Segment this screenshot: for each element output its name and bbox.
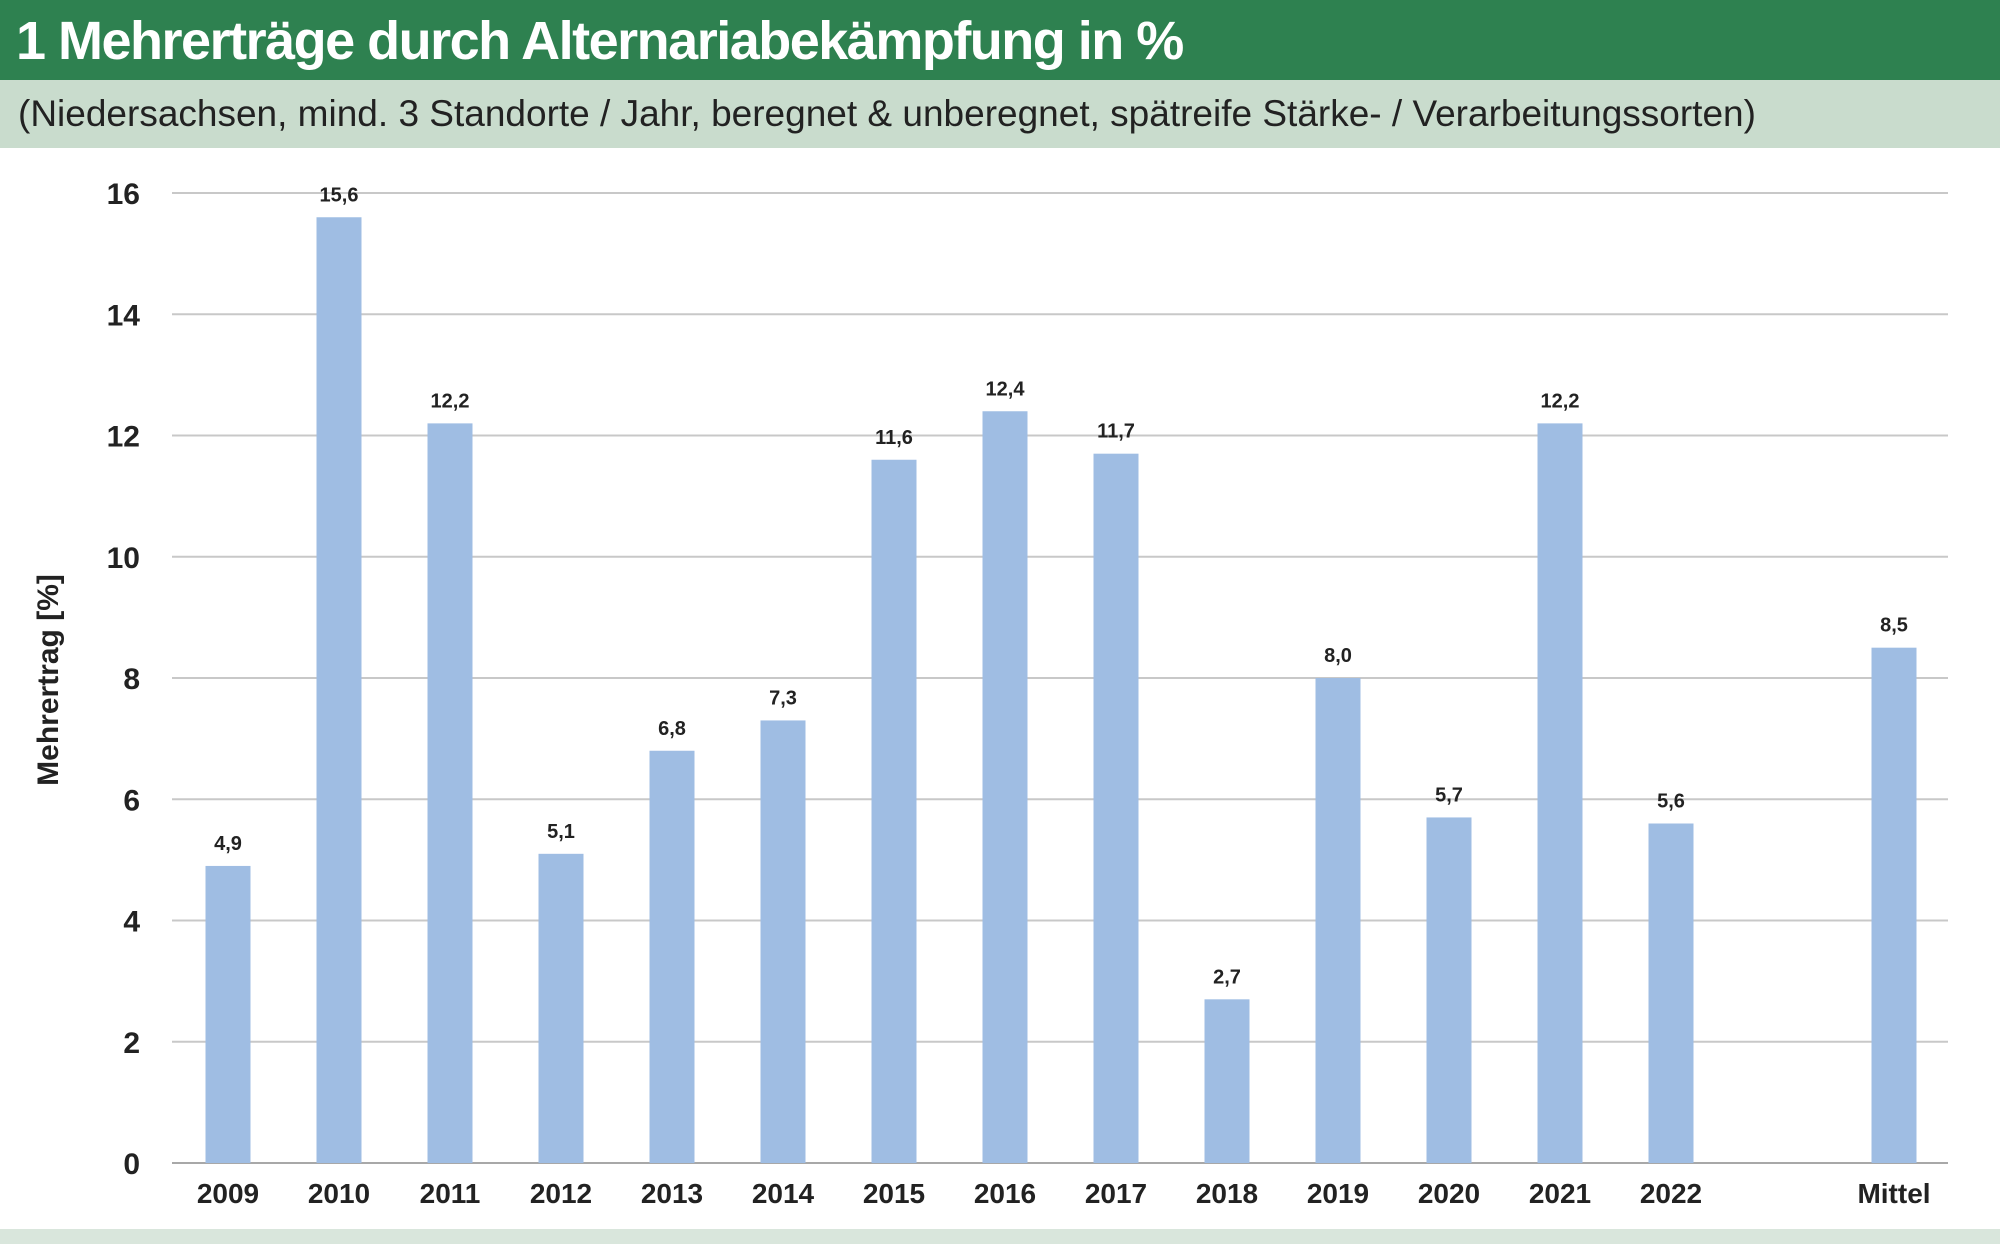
y-tick-label: 10 bbox=[107, 542, 140, 575]
x-tick-label-2020: 2020 bbox=[1418, 1178, 1480, 1209]
bar-2009 bbox=[205, 865, 251, 1163]
bar-Mittel bbox=[1871, 647, 1917, 1163]
x-tick-label-2021: 2021 bbox=[1529, 1178, 1591, 1209]
y-tick-label: 2 bbox=[123, 1027, 140, 1060]
x-tick-label-2017: 2017 bbox=[1085, 1178, 1147, 1209]
y-tick-label: 14 bbox=[107, 299, 141, 332]
bar-2012 bbox=[538, 853, 584, 1163]
x-tick-label-2009: 2009 bbox=[197, 1178, 259, 1209]
bar-chart: 0 2 4 6 8 10 12 14 16 4,9 15,6 12,2 5,1 6,8 7,3 11,6 12… bbox=[32, 178, 1948, 1209]
data-label-2021: 12,2 bbox=[1541, 390, 1580, 412]
bar-2016 bbox=[982, 411, 1028, 1163]
bar-2015 bbox=[871, 459, 917, 1163]
data-label-2010: 15,6 bbox=[320, 184, 359, 206]
x-tick-label-2010: 2010 bbox=[308, 1178, 370, 1209]
x-tick-label-2018: 2018 bbox=[1196, 1178, 1258, 1209]
data-label-2017: 11,7 bbox=[1097, 421, 1135, 443]
bar-2021 bbox=[1537, 423, 1583, 1163]
y-axis-title: Mehrertrag [%] bbox=[32, 574, 65, 786]
x-tick-label-Mittel: Mittel bbox=[1857, 1178, 1930, 1209]
y-tick-label: 12 bbox=[107, 421, 140, 454]
data-label-2015: 11,6 bbox=[875, 427, 913, 449]
x-axis-categories: 2009 2010 2011 2012 2013 2014 2015 2016 2017 2018… bbox=[197, 1178, 1931, 1209]
bar-2011 bbox=[427, 423, 473, 1163]
data-label-2018: 2,7 bbox=[1213, 966, 1241, 988]
data-label-Mittel: 8,5 bbox=[1880, 615, 1908, 637]
data-label-2019: 8,0 bbox=[1324, 645, 1352, 667]
x-tick-label-2019: 2019 bbox=[1307, 1178, 1369, 1209]
subtitle-bar: (Niedersachsen, mind. 3 Standorte / Jahr… bbox=[0, 80, 2000, 148]
chart-subtitle: (Niedersachsen, mind. 3 Standorte / Jahr… bbox=[18, 93, 1756, 134]
data-label-2022: 5,6 bbox=[1657, 791, 1685, 813]
bar-2022 bbox=[1648, 823, 1694, 1163]
data-label-2009: 4,9 bbox=[214, 833, 242, 855]
y-tick-label: 8 bbox=[123, 663, 140, 696]
bars bbox=[205, 217, 1917, 1163]
bar-2017 bbox=[1093, 453, 1139, 1163]
x-tick-label-2012: 2012 bbox=[530, 1178, 592, 1209]
data-labels: 4,9 15,6 12,2 5,1 6,8 7,3 11,6 12,4 11,7 2,7 8,0 5,… bbox=[214, 184, 1908, 988]
x-tick-label-2022: 2022 bbox=[1640, 1178, 1702, 1209]
bar-2020 bbox=[1426, 817, 1472, 1163]
data-label-2020: 5,7 bbox=[1435, 784, 1463, 806]
y-axis-ticks: 0 2 4 6 8 10 12 14 16 bbox=[107, 178, 141, 1181]
x-tick-label-2014: 2014 bbox=[752, 1178, 815, 1209]
x-tick-label-2011: 2011 bbox=[420, 1178, 481, 1209]
y-tick-label: 16 bbox=[107, 178, 140, 211]
bar-2018 bbox=[1204, 999, 1250, 1163]
data-label-2012: 5,1 bbox=[547, 821, 575, 843]
bottom-strip bbox=[0, 1229, 2000, 1244]
y-tick-label: 0 bbox=[123, 1148, 140, 1181]
data-label-2014: 7,3 bbox=[769, 687, 797, 709]
x-tick-label-2015: 2015 bbox=[863, 1178, 925, 1209]
data-label-2016: 12,4 bbox=[986, 378, 1026, 400]
y-tick-label: 4 bbox=[123, 906, 140, 939]
title-bar: 1 Mehrerträge durch Alternariabekämpfung… bbox=[0, 0, 2000, 80]
bar-2010 bbox=[316, 217, 362, 1163]
bar-2019 bbox=[1315, 678, 1361, 1163]
x-tick-label-2016: 2016 bbox=[974, 1178, 1036, 1209]
bar-2013 bbox=[649, 750, 695, 1163]
x-tick-label-2013: 2013 bbox=[641, 1178, 703, 1209]
y-tick-label: 6 bbox=[123, 784, 140, 817]
bar-2014 bbox=[760, 720, 806, 1163]
data-label-2013: 6,8 bbox=[658, 718, 686, 740]
chart-title: 1 Mehrerträge durch Alternariabekämpfung… bbox=[16, 11, 1184, 71]
data-label-2011: 12,2 bbox=[431, 390, 470, 412]
